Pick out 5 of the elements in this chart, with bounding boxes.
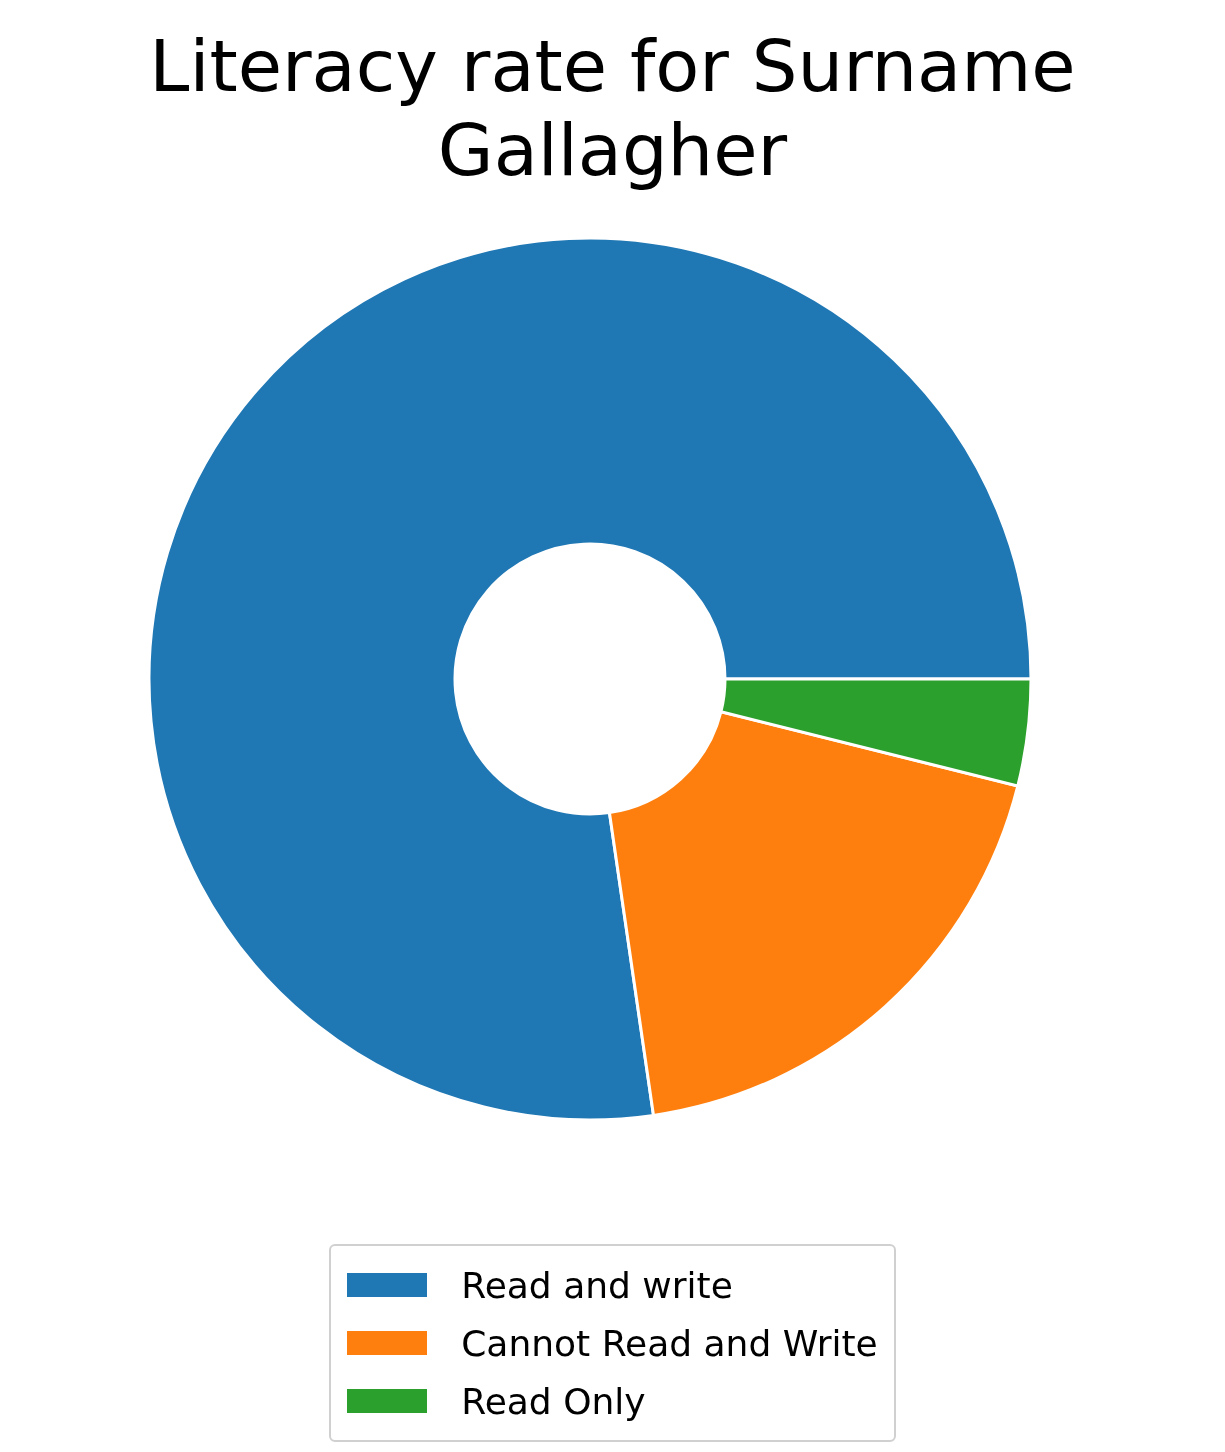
legend-label: Read and write (461, 1264, 733, 1306)
chart-title: Literacy rate for Surname Gallagher (148, 23, 1077, 192)
legend-label: Read Only (461, 1380, 646, 1422)
donut-slice (148, 236, 1033, 1122)
legend-label: Cannot Read and Write (461, 1322, 878, 1364)
